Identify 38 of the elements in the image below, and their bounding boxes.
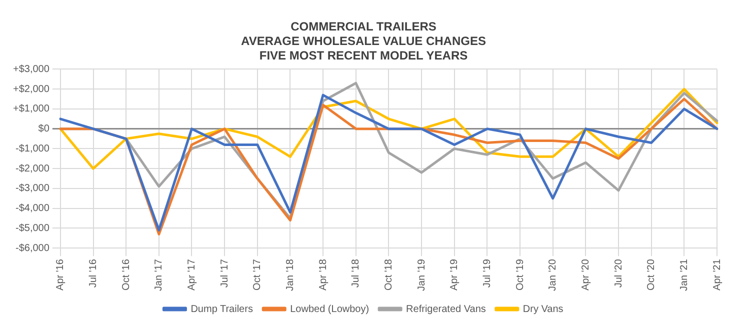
- x-tick-label: Apr '19: [449, 258, 460, 290]
- y-tick-label: -$5,000: [16, 222, 50, 234]
- x-tick-label: Apr '16: [55, 258, 66, 290]
- x-tick-label: Jan '17: [154, 258, 165, 292]
- legend-label: Dump Trailers: [190, 304, 253, 315]
- y-tick-label: -$6,000: [16, 242, 50, 254]
- y-tick-label: -$3,000: [16, 183, 50, 194]
- y-tick-label: -$2,000: [16, 163, 50, 174]
- legend-label: Refrigerated Vans: [406, 304, 486, 315]
- y-tick-label: $0: [38, 124, 50, 135]
- x-tick-label: Jul '19: [482, 258, 493, 288]
- x-tick-label: Jul '20: [613, 258, 624, 288]
- legend-label: Lowbed (Lowboy): [290, 304, 370, 315]
- x-tick-label: Jul '16: [88, 258, 100, 288]
- x-tick-label: Jan '20: [548, 258, 559, 292]
- x-tick-label: Oct '17: [252, 258, 264, 290]
- y-tick-label: +$3,000: [12, 64, 50, 75]
- y-tick-label: +$1,000: [12, 104, 50, 115]
- text: COMMERCIAL TRAILERS: [290, 20, 436, 34]
- x-tick-label: Apr '20: [580, 258, 592, 290]
- text: AVERAGE WHOLESALE VALUE CHANGES: [241, 34, 486, 48]
- x-tick-label: Apr '18: [318, 258, 329, 290]
- y-tick-label: -$4,000: [16, 203, 50, 214]
- x-tick-label: Jul '17: [219, 258, 230, 288]
- x-tick-label: Oct '20: [646, 258, 658, 290]
- x-tick-label: Jan '19: [416, 258, 428, 292]
- x-tick-label: Jul '18: [350, 258, 362, 288]
- x-tick-label: Apr '21: [712, 258, 723, 290]
- x-tick-label: Oct '16: [120, 258, 132, 290]
- text: FIVE MOST RECENT MODEL YEARS: [259, 48, 468, 62]
- x-tick-label: Oct '19: [514, 258, 526, 290]
- legend-label: Dry Vans: [522, 304, 564, 315]
- x-tick-label: Jan '21: [678, 258, 690, 292]
- y-tick-label: +$2,000: [12, 84, 50, 95]
- x-tick-label: Apr '17: [186, 258, 198, 290]
- y-tick-label: -$1,000: [16, 143, 50, 154]
- x-tick-label: Oct '18: [383, 258, 394, 290]
- x-tick-label: Jan '18: [284, 258, 296, 292]
